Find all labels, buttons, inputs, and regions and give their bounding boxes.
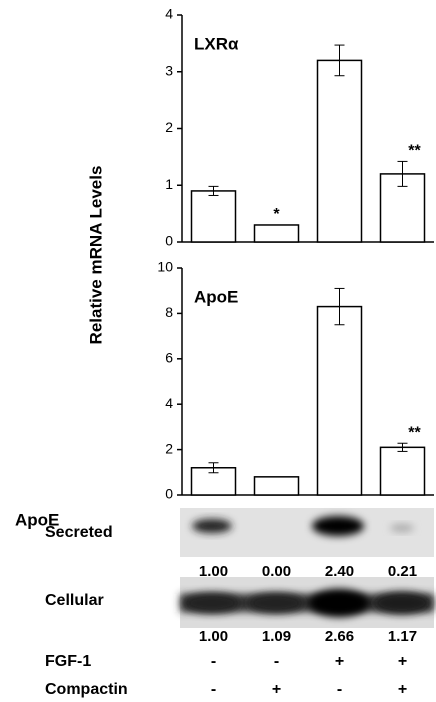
bar	[381, 447, 425, 495]
blot-row-label: Secreted	[45, 524, 113, 541]
treatment-label: Compactin	[45, 681, 128, 698]
bar	[255, 225, 299, 242]
y-axis-label: Relative mRNA Levels	[86, 166, 105, 345]
y-tick-label: 2	[165, 119, 173, 135]
y-tick-label: 8	[165, 304, 173, 320]
treatment-sign: -	[337, 681, 342, 698]
treatment-sign: +	[335, 653, 344, 670]
bar	[318, 307, 362, 495]
treatment-sign: +	[398, 653, 407, 670]
significance-mark: *	[273, 206, 280, 223]
y-tick-label: 0	[165, 233, 173, 249]
y-tick-label: 1	[165, 176, 173, 192]
cellular-blot	[180, 577, 434, 628]
bar	[255, 477, 299, 495]
treatment-sign: +	[398, 681, 407, 698]
blot-quantity: 0.00	[262, 563, 291, 580]
blot-quantity: 2.66	[325, 628, 354, 645]
figure: Relative mRNA Levels ApoE 01234LXRα***02…	[0, 0, 436, 702]
significance-mark: **	[408, 143, 421, 160]
significance-mark: **	[408, 424, 421, 441]
blot-quantity: 1.09	[262, 628, 291, 645]
y-tick-label: 10	[157, 259, 173, 275]
treatment-sign: -	[211, 681, 216, 698]
blot-quantity: 1.17	[388, 628, 417, 645]
y-tick-label: 6	[165, 350, 173, 366]
chart-title: LXRα	[194, 34, 239, 53]
y-tick-label: 2	[165, 440, 173, 456]
chart-title: ApoE	[194, 287, 238, 306]
bar	[318, 60, 362, 242]
y-tick-label: 4	[165, 6, 173, 22]
blot-quantity: 1.00	[199, 628, 228, 645]
treatment-sign: -	[274, 653, 279, 670]
y-tick-label: 4	[165, 395, 173, 411]
y-tick-label: 0	[165, 486, 173, 502]
treatment-sign: +	[272, 681, 281, 698]
blot-quantity: 2.40	[325, 563, 354, 580]
blot-quantity: 0.21	[388, 563, 417, 580]
bar	[192, 191, 236, 242]
treatment-sign: -	[211, 653, 216, 670]
secreted-blot	[180, 508, 434, 557]
blot-quantity: 1.00	[199, 563, 228, 580]
y-tick-label: 3	[165, 62, 173, 78]
treatment-label: FGF-1	[45, 653, 91, 670]
blot-row-label: Cellular	[45, 592, 104, 609]
